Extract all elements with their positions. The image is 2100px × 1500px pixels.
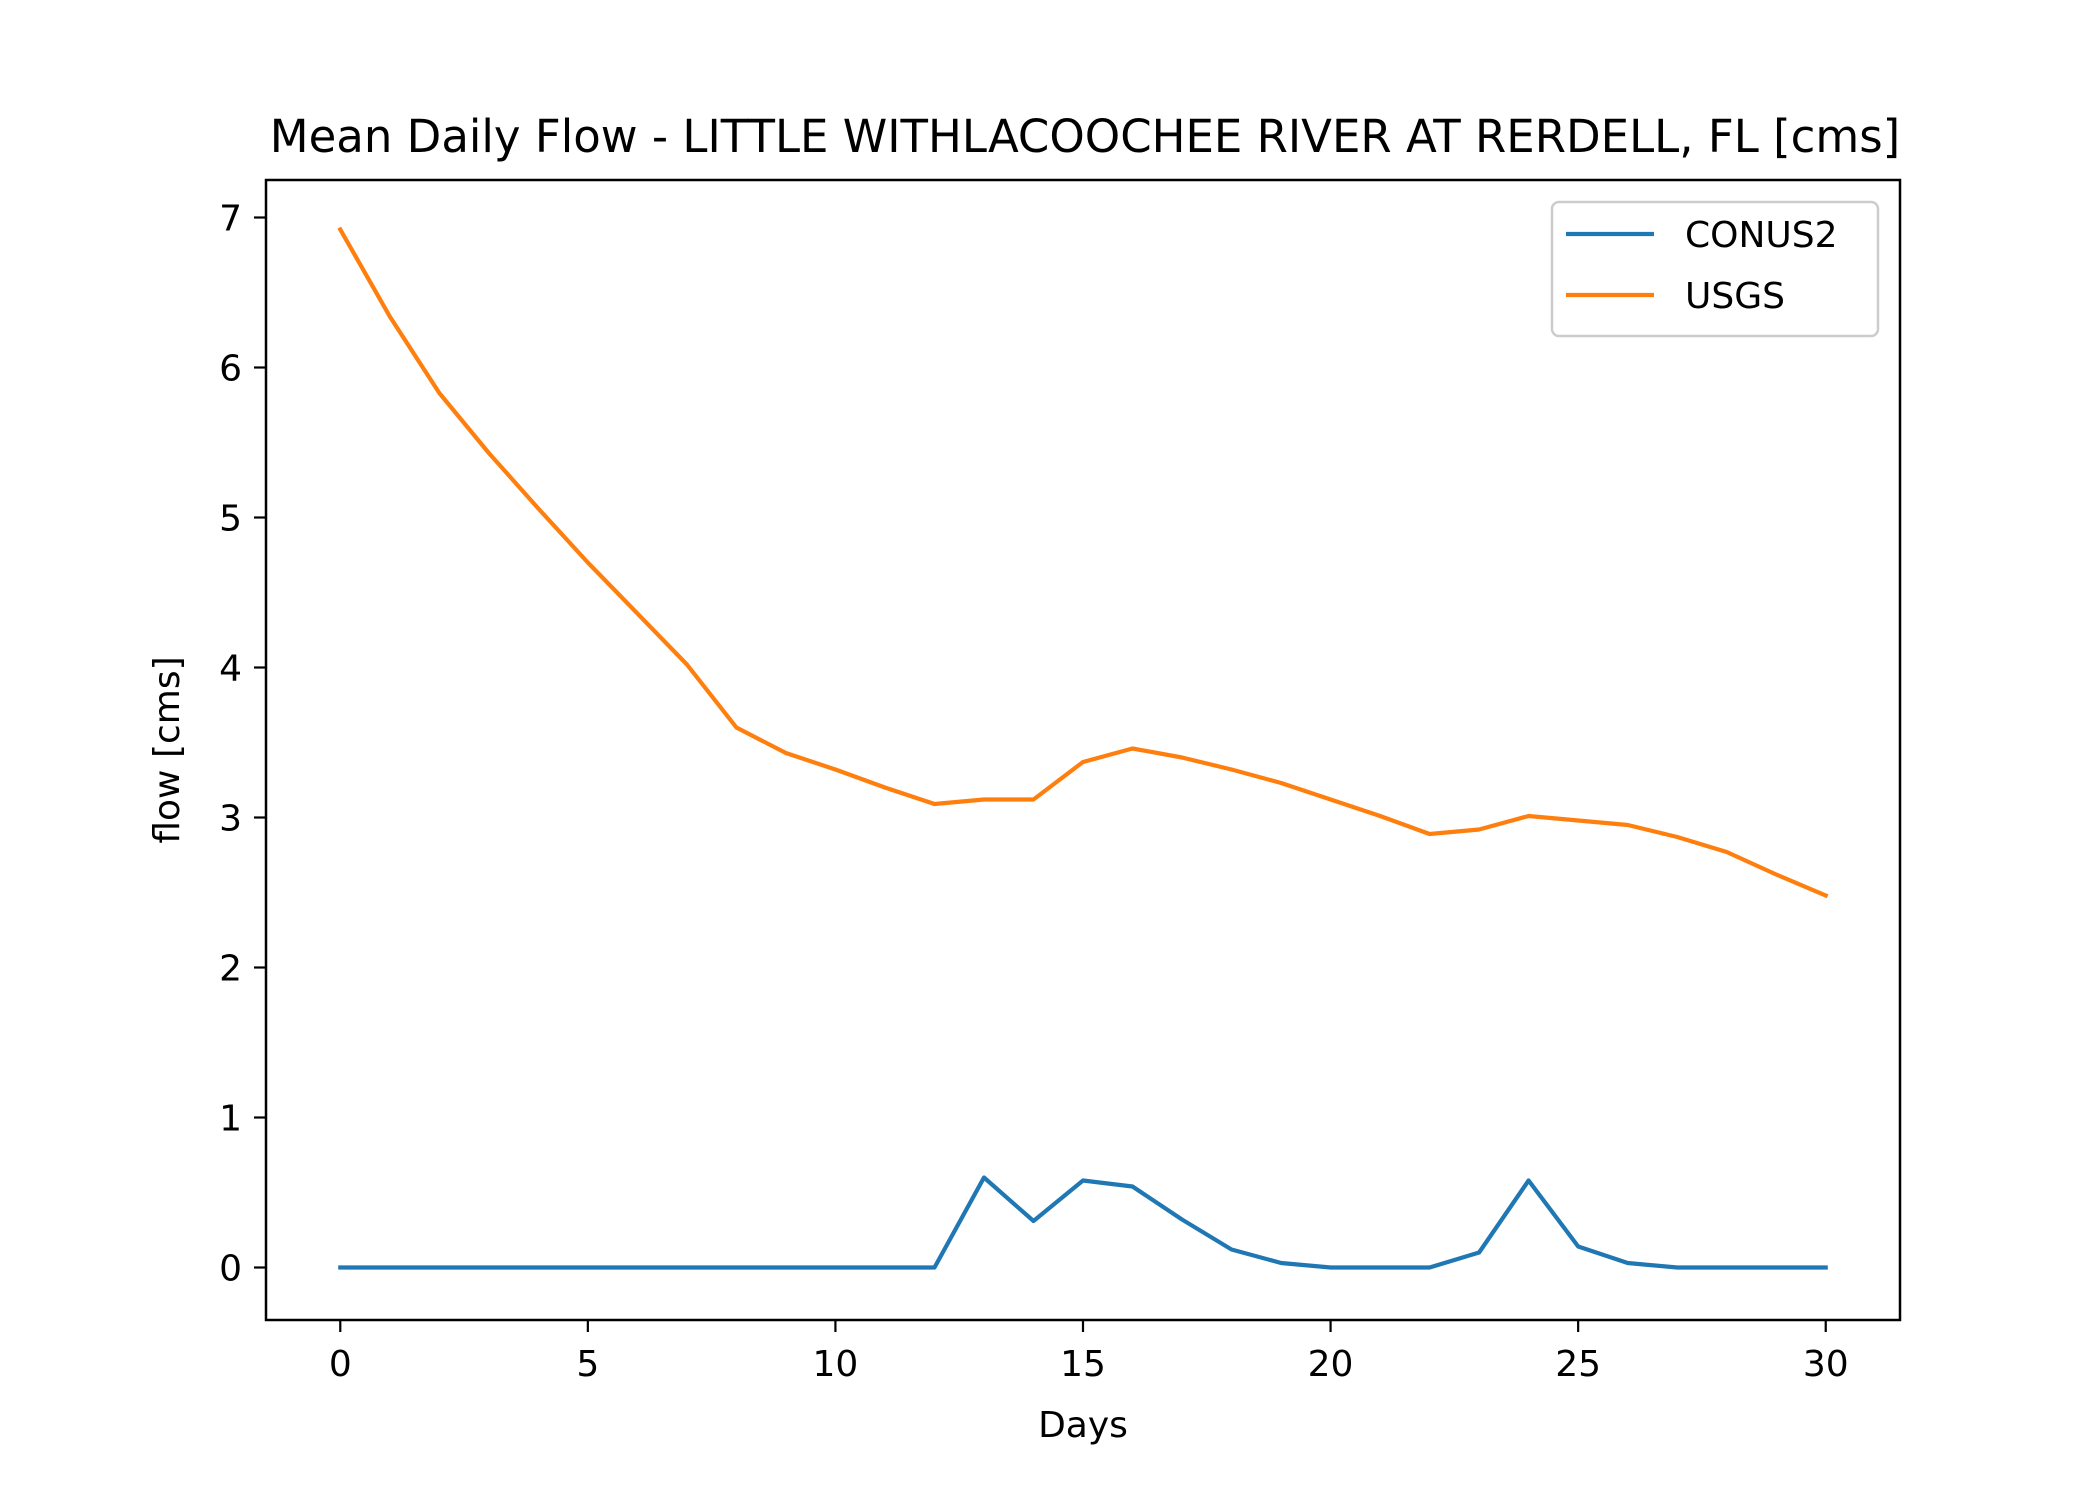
series-layer: [337, 226, 1829, 1270]
y-tick-label: 4: [219, 649, 242, 690]
y-tick-label: 1: [219, 1099, 242, 1140]
x-axis: 0 5 10 15 20 25 30: [329, 1320, 1849, 1385]
chart-legend: CONUS2 USGS: [1550, 200, 1880, 338]
y-tick-label: 2: [219, 949, 242, 990]
x-tick-label: 30: [1803, 1344, 1849, 1385]
legend-label-conus2: CONUS2: [1685, 215, 1838, 256]
x-tick-label: 5: [576, 1344, 599, 1385]
x-axis-label: Days: [1038, 1405, 1128, 1446]
y-tick-label: 7: [219, 199, 242, 240]
x-tick-label: 20: [1308, 1344, 1354, 1385]
legend-entries: CONUS2 USGS: [1566, 215, 1838, 317]
chart-title: Mean Daily Flow - LITTLE WITHLACOOCHEE R…: [270, 110, 1900, 163]
y-tick-label: 6: [219, 349, 242, 390]
series-line-conus2: [338, 1175, 1828, 1270]
y-tick-label: 3: [219, 799, 242, 840]
legend-label-usgs: USGS: [1685, 276, 1785, 317]
y-tick-label: 5: [219, 499, 242, 540]
x-tick-label: 25: [1555, 1344, 1601, 1385]
x-tick-label: 0: [329, 1344, 352, 1385]
y-axis: 0 1 2 3 4 5 6 7: [219, 199, 266, 1290]
y-axis-label: flow [cms]: [147, 656, 188, 843]
y-tick-label: 0: [219, 1249, 242, 1290]
x-tick-label: 15: [1060, 1344, 1106, 1385]
series-line-usgs: [337, 226, 1829, 899]
x-tick-label: 10: [813, 1344, 859, 1385]
